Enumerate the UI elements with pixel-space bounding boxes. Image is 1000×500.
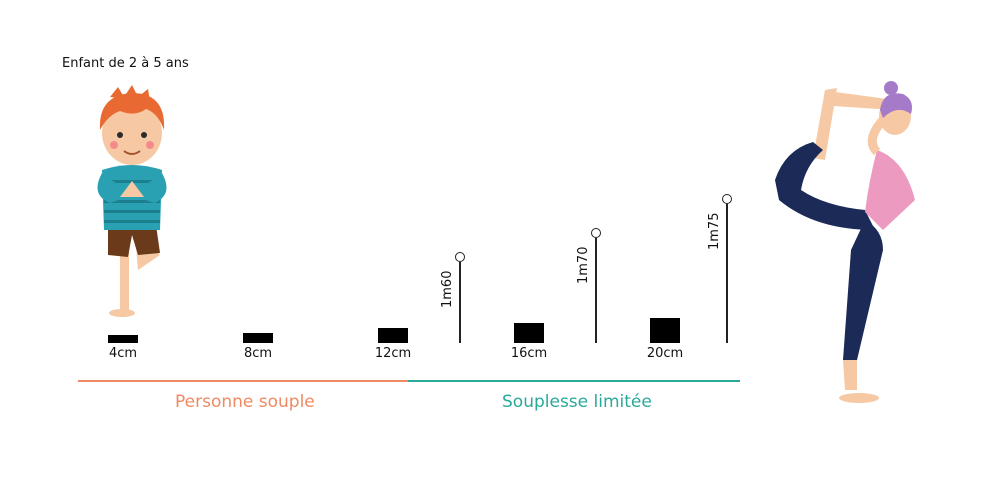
woman-dancer-pose-illustration	[775, 81, 915, 403]
height-marker-line	[726, 204, 728, 343]
height-marker-label: 1m75	[707, 212, 722, 250]
flexible-zone-line	[78, 380, 408, 382]
child-tree-pose-illustration	[97, 85, 167, 317]
block-label: 8cm	[243, 346, 273, 361]
height-marker-label: 1m70	[576, 246, 591, 284]
block-12cm	[378, 328, 408, 343]
block-label: 12cm	[374, 346, 412, 361]
height-marker-line	[595, 238, 597, 343]
block-8cm	[243, 333, 273, 343]
limited-zone-line	[408, 380, 740, 382]
height-marker-label: 1m60	[440, 270, 455, 308]
block-label: 20cm	[646, 346, 684, 361]
block-4cm	[108, 335, 138, 343]
height-marker-line	[459, 262, 461, 343]
height-marker-head	[722, 194, 732, 204]
block-label: 4cm	[108, 346, 138, 361]
limited-zone-label: Souplesse limitée	[502, 392, 652, 412]
height-marker-head	[591, 228, 601, 238]
block-16cm	[514, 323, 544, 343]
height-marker-head	[455, 252, 465, 262]
flexible-zone-label: Personne souple	[175, 392, 315, 412]
age-caption: Enfant de 2 à 5 ans	[62, 56, 189, 71]
block-label: 16cm	[510, 346, 548, 361]
block-20cm	[650, 318, 680, 343]
